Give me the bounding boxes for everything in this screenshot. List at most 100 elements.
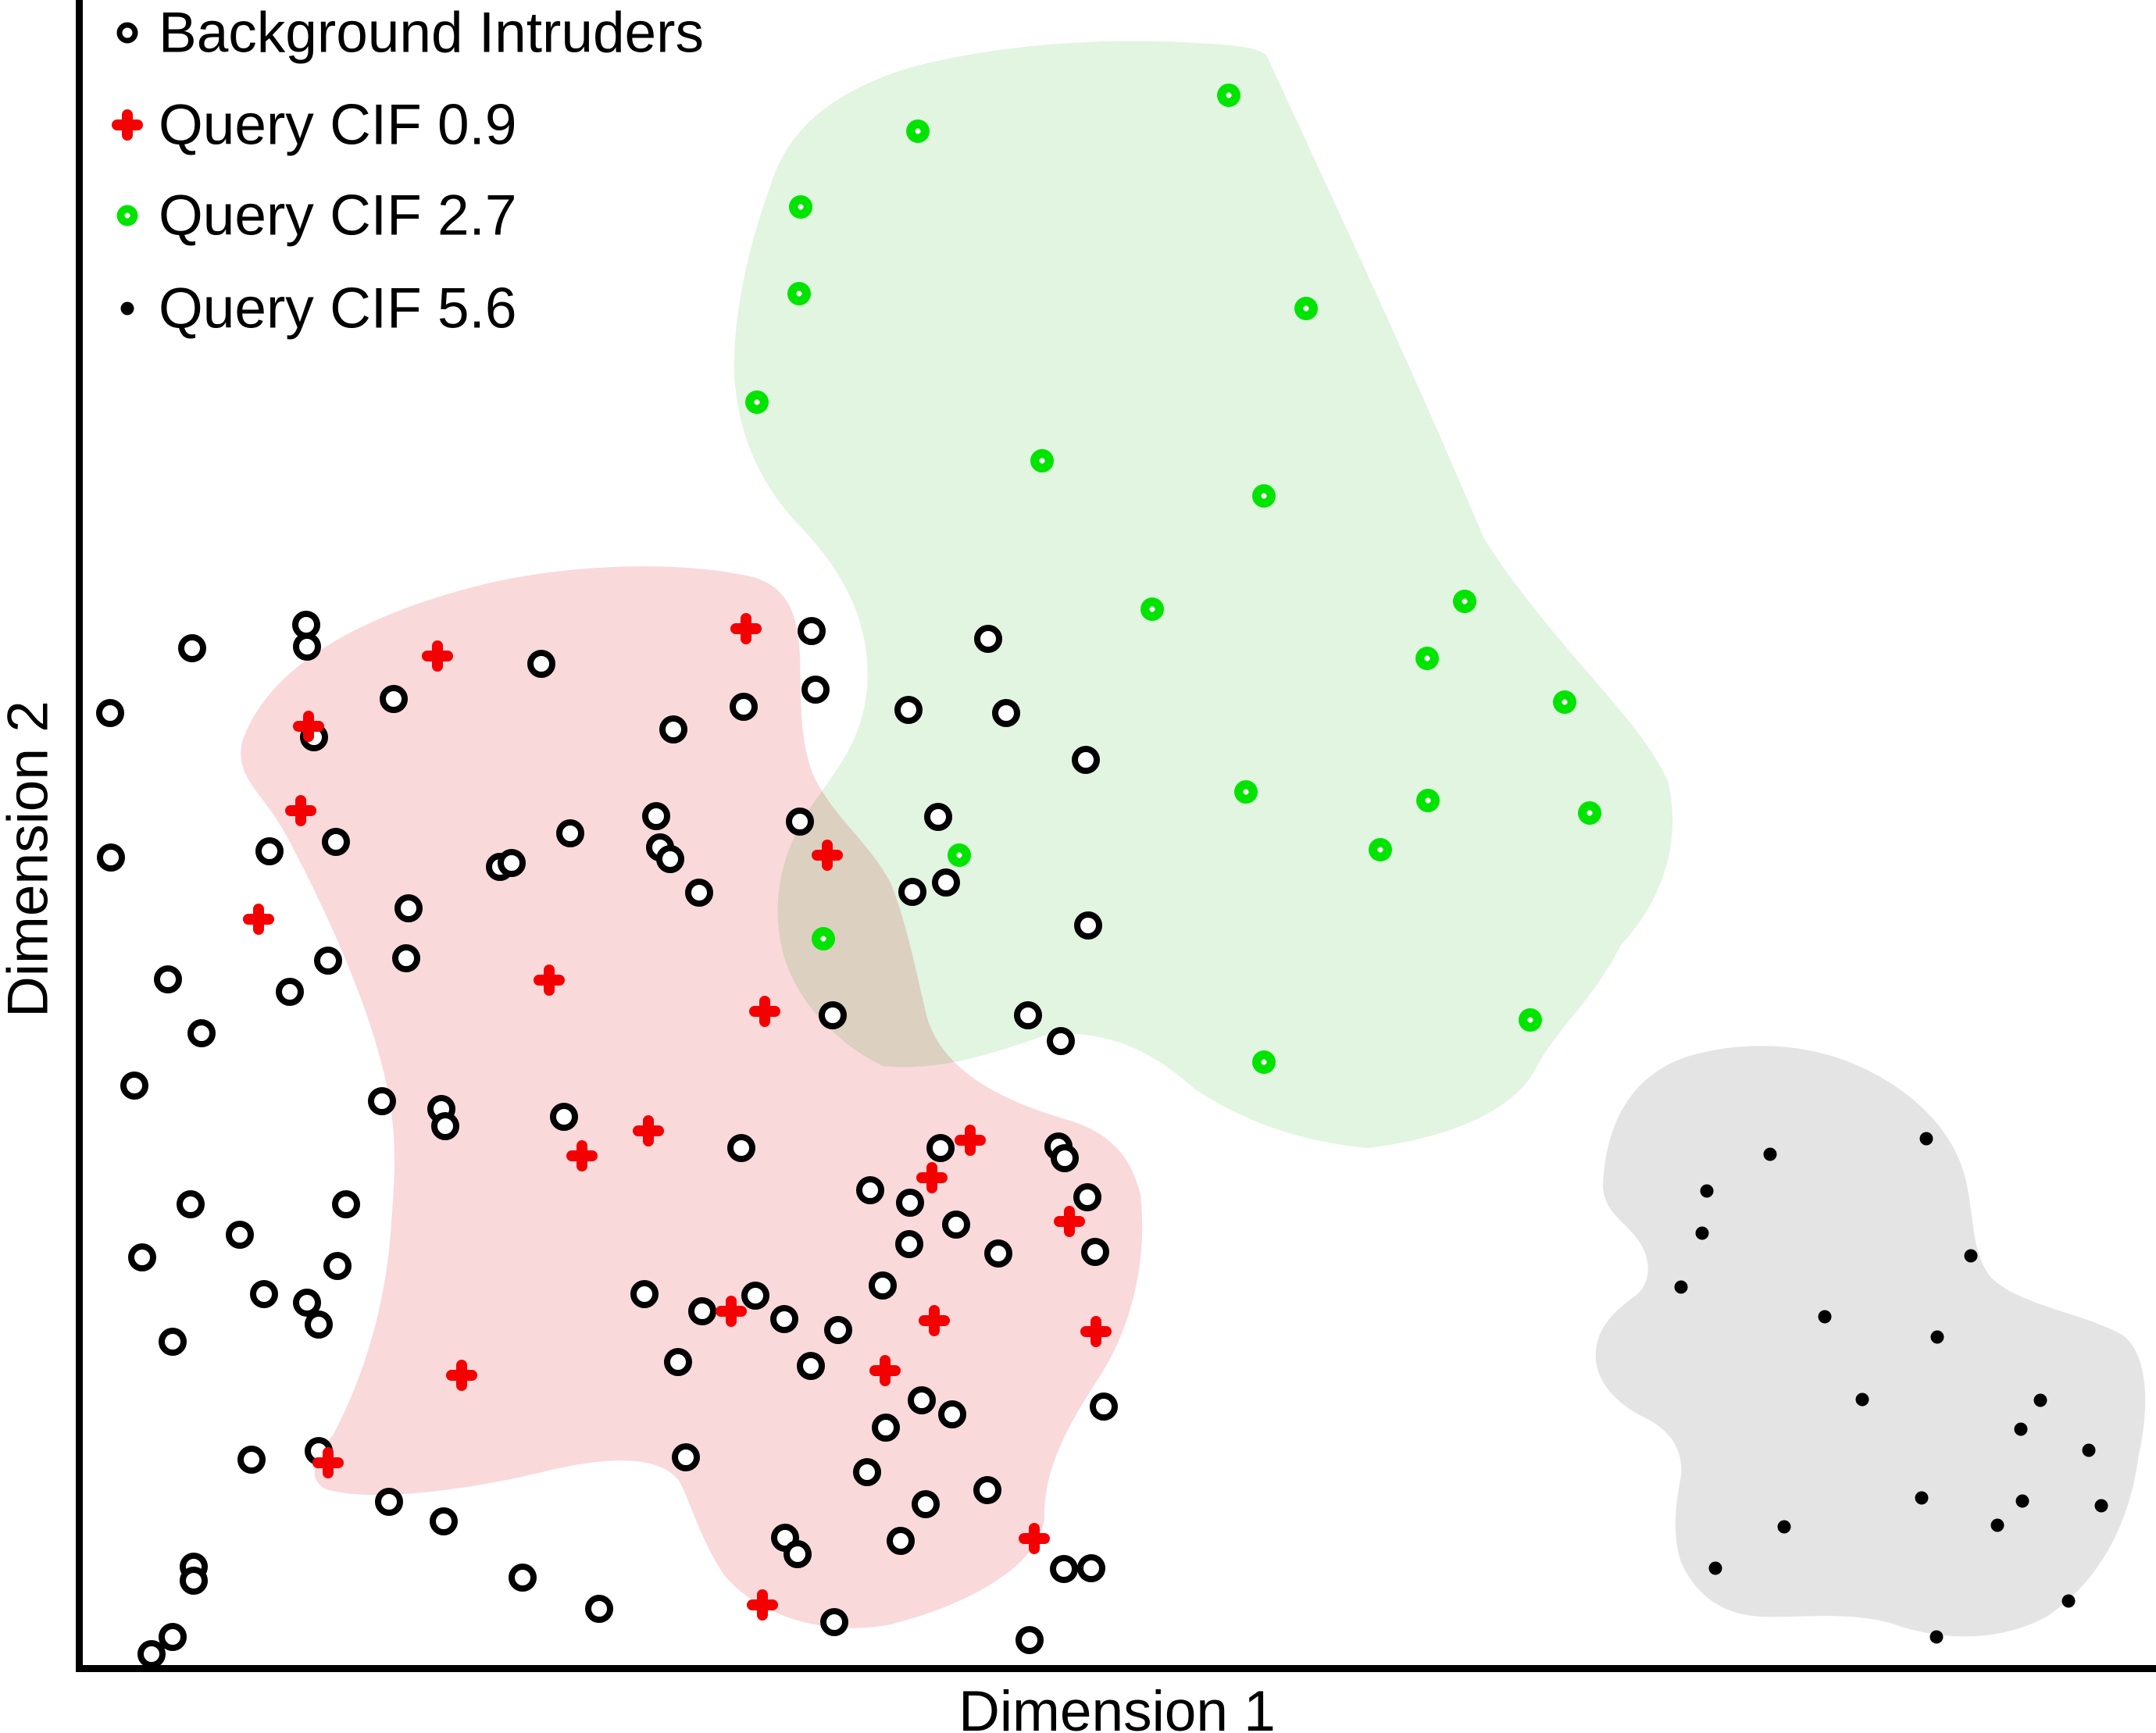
background-intruder-point: [908, 1386, 936, 1414]
background-intruder-point: [786, 808, 814, 836]
x-axis-label: Dimension 1: [958, 1680, 1276, 1733]
background-intruder-point: [894, 696, 923, 724]
background-intruder-point: [509, 1564, 537, 1592]
background-intruder-point: [1050, 1555, 1078, 1583]
query-cif-2-7-point: [1030, 449, 1054, 472]
query-cif-0-9-point: [749, 996, 780, 1027]
background-intruder-point: [332, 1190, 360, 1218]
y-axis-label: Dimension 2: [0, 701, 60, 1018]
background-intruder-point: [97, 843, 125, 872]
query-cif-2-7-point: [1140, 597, 1164, 621]
query-cif-0-9-point: [1080, 1316, 1112, 1347]
query-cif-5-6-point: [1708, 1561, 1722, 1575]
background-intruder-point: [305, 1310, 333, 1339]
y-axis-line: [76, 0, 83, 1672]
query-cif-0-9-point: [633, 1115, 664, 1146]
query-cif-2-7-point: [789, 195, 812, 219]
query-cif-5-6-point: [1964, 1249, 1978, 1263]
background-intruder-point: [984, 1239, 1012, 1268]
query-cif-5-6-point: [2014, 1422, 2028, 1436]
background-intruder-point: [1016, 1626, 1044, 1654]
query-cif-0-9-point: [285, 795, 316, 826]
query-cif-5-6-point: [1929, 1630, 1944, 1644]
background-intruder-point: [992, 699, 1020, 727]
background-intruder-point: [797, 1352, 825, 1380]
background-intruder-point: [1077, 1554, 1105, 1582]
query-cif-2-7-point: [787, 282, 811, 305]
query-cif-0-9-point: [422, 640, 453, 672]
background-intruder-point: [137, 1640, 166, 1668]
x-axis-line: [76, 1665, 2156, 1672]
background-intruder-point: [1090, 1392, 1118, 1421]
query-cif-2-7-point: [745, 390, 769, 414]
query-cif-0-9-point: [1054, 1206, 1085, 1237]
background-intruder-point: [727, 1134, 755, 1162]
query-cif-2-7-point: [1234, 780, 1258, 804]
query-cif-2-7-point: [1553, 690, 1576, 714]
query-cif-0-9-point: [869, 1355, 901, 1386]
background-intruder-point: [664, 1348, 692, 1376]
query-cif-5-6-point: [1855, 1392, 1869, 1407]
background-intruder-point: [154, 965, 182, 993]
background-intruder-point: [924, 803, 952, 831]
background-intruder-point: [1072, 746, 1100, 774]
query-cif-0-9-point: [534, 965, 565, 996]
background-intruder-point: [659, 715, 687, 743]
background-intruder-point: [375, 1488, 403, 1516]
legend-label: Query CIF 5.6: [159, 276, 517, 341]
background-intruder-point: [187, 1019, 216, 1047]
query-cif-5-6-point: [2061, 1594, 2076, 1608]
background-intruder-point: [380, 685, 408, 713]
query-cif-5.6-region: [1595, 1046, 2146, 1637]
background-intruder-point: [1014, 1001, 1042, 1029]
query-cif-5-6-point: [1990, 1518, 2004, 1532]
query-cif-5-6-point: [1674, 1280, 1688, 1294]
background-intruder-point: [1081, 1238, 1109, 1266]
query-cif-0-9-point: [812, 840, 843, 871]
background-intruder-point: [498, 849, 526, 877]
background-intruder-point: [276, 978, 304, 1006]
background-intruder-point: [159, 1328, 187, 1356]
background-intruder-point: [819, 1001, 847, 1029]
background-intruder-point: [741, 1282, 769, 1310]
background-intruder-point: [392, 944, 420, 972]
background-intruder-point: [177, 1190, 205, 1218]
background-intruder-point: [730, 693, 758, 721]
background-intruder-point: [942, 1211, 970, 1239]
query-cif-5-6-point: [1777, 1520, 1791, 1534]
query-cif-5-6-point: [2094, 1499, 2108, 1513]
background-intruder-point: [96, 699, 124, 727]
query-cif-5-6-point: [1818, 1310, 1832, 1324]
black-dot-icon: [120, 301, 134, 316]
background-intruder-point: [801, 676, 830, 704]
background-intruder-point: [322, 828, 350, 856]
query-cif-5-6-point: [1695, 1226, 1709, 1240]
background-intruder-point: [128, 1243, 156, 1271]
background-intruder-point: [912, 1490, 940, 1518]
background-intruder-point: [314, 947, 342, 975]
query-cif-2-7-point: [948, 843, 971, 867]
query-cif-2-7-point: [1415, 647, 1439, 670]
background-intruder-point: [527, 650, 555, 678]
background-intruder-point: [250, 1280, 278, 1308]
query-cif-2-7-point: [906, 119, 930, 143]
background-intruder-point: [180, 1567, 208, 1595]
query-cif-2-7-point: [1294, 297, 1318, 320]
query-cif-5-6-point: [2033, 1393, 2047, 1407]
background-intruder-point: [120, 1072, 148, 1100]
background-intruder-point: [293, 633, 321, 661]
background-intruder-point: [896, 1189, 924, 1217]
open-circle-icon: [116, 22, 138, 44]
query-cif-2-7-point: [1453, 590, 1476, 613]
green-dot-icon: [116, 205, 138, 226]
query-cif-5-6-point: [2015, 1494, 2029, 1508]
background-intruder-point: [1047, 1027, 1075, 1055]
background-intruder-point: [323, 1252, 352, 1280]
query-cif-2-7-point: [1578, 801, 1601, 825]
query-cif-2-7-point: [1252, 1050, 1276, 1074]
background-intruder-point: [770, 1305, 798, 1333]
red-plus-icon: [112, 109, 143, 141]
background-intruder-point: [255, 837, 284, 865]
query-cif-0-9-point: [730, 613, 762, 644]
